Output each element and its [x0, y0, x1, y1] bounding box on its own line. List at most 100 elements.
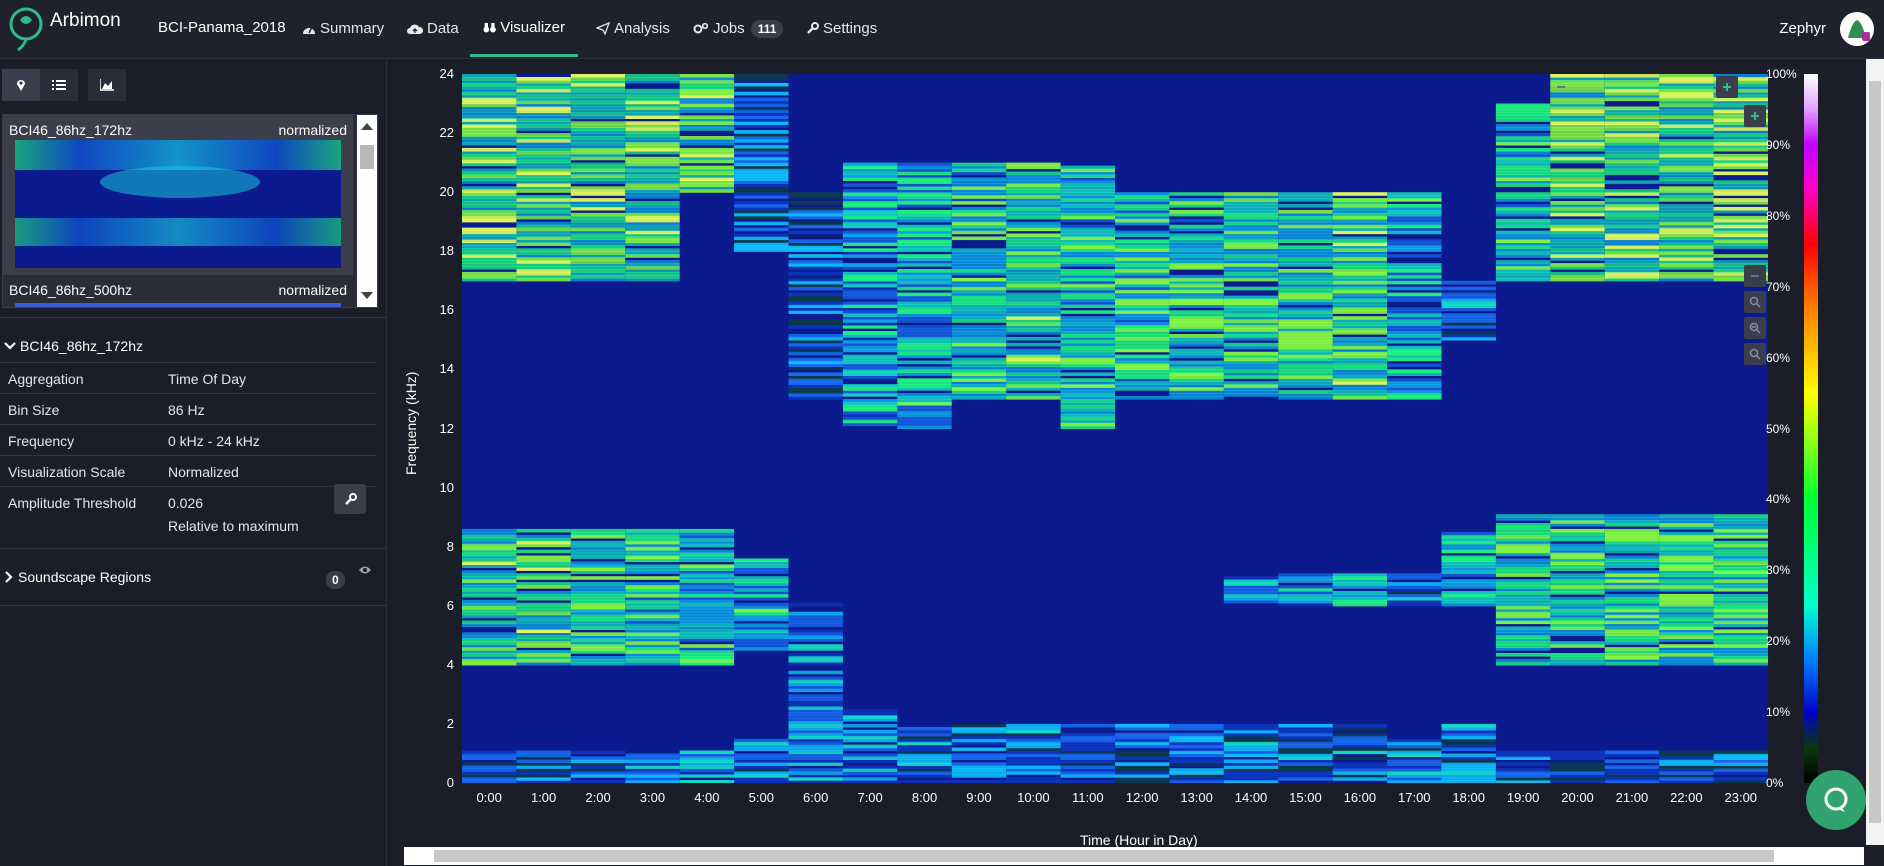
heatmap-cell: [1441, 531, 1496, 536]
heatmap-cell: [842, 771, 898, 775]
zoom-reset-button[interactable]: [1744, 343, 1766, 365]
heatmap-cell: [1223, 729, 1279, 734]
heatmap-cell: [1713, 183, 1768, 187]
nav-summary[interactable]: Summary: [302, 0, 384, 57]
heatmap-cell: [734, 780, 789, 783]
heatmap-cell: [570, 206, 626, 211]
heatmap-cell: [1713, 227, 1768, 232]
heatmap-cell: [1495, 150, 1551, 155]
heatmap-cell: [1060, 342, 1115, 347]
heatmap-cell: [1495, 546, 1551, 551]
heatmap-cell: [897, 218, 952, 223]
zoom-x-out-button[interactable]: [1550, 76, 1572, 98]
nav-settings[interactable]: Settings: [806, 0, 877, 57]
heatmap-cell: [462, 112, 517, 116]
heatmap-cell: [1223, 596, 1279, 601]
heatmap-cell: [462, 777, 517, 781]
heatmap-cell: [1278, 295, 1333, 300]
heatmap-cell: [1006, 325, 1061, 329]
edit-threshold-button[interactable]: [334, 484, 366, 514]
chart-view-button[interactable]: [88, 69, 126, 101]
heatmap-cell: [951, 372, 1007, 376]
heatmap-cell: [1659, 233, 1714, 238]
heatmap-cell: [625, 168, 680, 173]
heatmap-cell: [1060, 741, 1115, 746]
list-item[interactable]: BCI46_86hz_500hz normalized: [3, 275, 353, 307]
list-item[interactable]: BCI46_86hz_172hz normalized: [3, 115, 353, 275]
heatmap-cell: [1060, 201, 1115, 205]
heatmap-cell: [1278, 331, 1333, 335]
heatmap-cell: [1550, 537, 1605, 542]
heatmap-cell: [1441, 570, 1496, 574]
heatmap-cell: [1278, 573, 1333, 577]
heatmap-cell: [897, 263, 952, 267]
heatmap-cell: [1387, 741, 1442, 746]
list-scrollbar[interactable]: [357, 115, 377, 307]
regions-toggle[interactable]: Soundscape Regions: [4, 569, 151, 585]
heatmap-cell: [1387, 316, 1442, 320]
list-view-button[interactable]: [40, 69, 78, 101]
heatmap-cell: [570, 74, 626, 78]
zoom-magnify-button[interactable]: [1744, 291, 1766, 313]
heatmap-cell: [679, 588, 735, 592]
scroll-thumb[interactable]: [360, 145, 374, 169]
heatmap-cell: [1713, 641, 1768, 645]
horizontal-scrollbar[interactable]: [404, 847, 1864, 865]
soundscape-list[interactable]: BCI46_86hz_172hz normalized BCI46_86hz_5…: [2, 114, 378, 308]
heatmap-cell: [1495, 153, 1551, 158]
zoom-in-button[interactable]: [1744, 105, 1766, 127]
nav-visualizer[interactable]: Visualizer: [470, 0, 578, 57]
zoom-minus-magnify-button[interactable]: [1744, 317, 1766, 339]
project-name[interactable]: BCI-Panama_2018: [158, 19, 286, 36]
heatmap-cell: [1006, 189, 1061, 193]
heatmap-cell: [1659, 144, 1714, 149]
eye-icon[interactable]: [358, 565, 372, 575]
heatmap-cell: [1441, 582, 1496, 586]
heatmap-cell: [462, 266, 517, 270]
scroll-up-icon[interactable]: [361, 123, 373, 130]
soundscape-heatmap[interactable]: [462, 74, 1768, 783]
heatmap-cell: [788, 209, 843, 214]
heatmap-cell: [897, 753, 952, 758]
heatmap-cell: [462, 576, 517, 580]
heatmap-cell: [570, 656, 626, 660]
heatmap-cell: [842, 723, 898, 728]
nav-analysis[interactable]: Analysis: [596, 0, 670, 57]
heatmap-cell: [1060, 227, 1115, 232]
vertical-scrollbar[interactable]: [1866, 59, 1884, 845]
details-toggle[interactable]: BCI46_86hz_172hz: [4, 338, 143, 354]
heatmap-cell: [1550, 74, 1605, 78]
heatmap-cell: [570, 623, 626, 628]
scroll-thumb[interactable]: [1869, 81, 1881, 823]
heatmap-cell: [842, 390, 898, 394]
brand[interactable]: Arbimon: [8, 6, 121, 52]
heatmap-cell: [1713, 136, 1768, 140]
heatmap-cell: [679, 650, 735, 654]
avatar[interactable]: [1840, 12, 1874, 46]
scroll-down-icon[interactable]: [361, 292, 373, 299]
heatmap-cell: [570, 130, 626, 134]
heatmap-cell: [1659, 218, 1714, 223]
heatmap-cell: [1604, 277, 1660, 282]
heatmap-cell: [1713, 156, 1768, 161]
nav-jobs[interactable]: Jobs 111: [693, 0, 784, 57]
heatmap-cell: [788, 307, 843, 311]
heatmap-cell: [516, 215, 571, 220]
heatmap-cell: [1006, 260, 1061, 264]
heatmap-cell: [897, 212, 952, 217]
heatmap-cell: [1659, 573, 1714, 577]
heatmap-cell: [1332, 738, 1388, 743]
user-name[interactable]: Zephyr: [1779, 20, 1826, 37]
heatmap-cell: [1169, 301, 1224, 306]
scroll-thumb[interactable]: [434, 850, 1774, 862]
heatmap-cell: [462, 263, 517, 267]
help-chat-button[interactable]: [1806, 770, 1866, 830]
heatmap-cell: [1060, 218, 1115, 223]
zoom-out-button[interactable]: [1744, 265, 1766, 287]
heatmap-cell: [1223, 363, 1279, 368]
nav-data[interactable]: Data: [407, 0, 459, 57]
zoom-x-in-button[interactable]: [1716, 76, 1738, 98]
heatmap-cell: [1550, 605, 1605, 610]
heatmap-cell: [570, 85, 626, 90]
map-view-button[interactable]: [2, 69, 40, 101]
